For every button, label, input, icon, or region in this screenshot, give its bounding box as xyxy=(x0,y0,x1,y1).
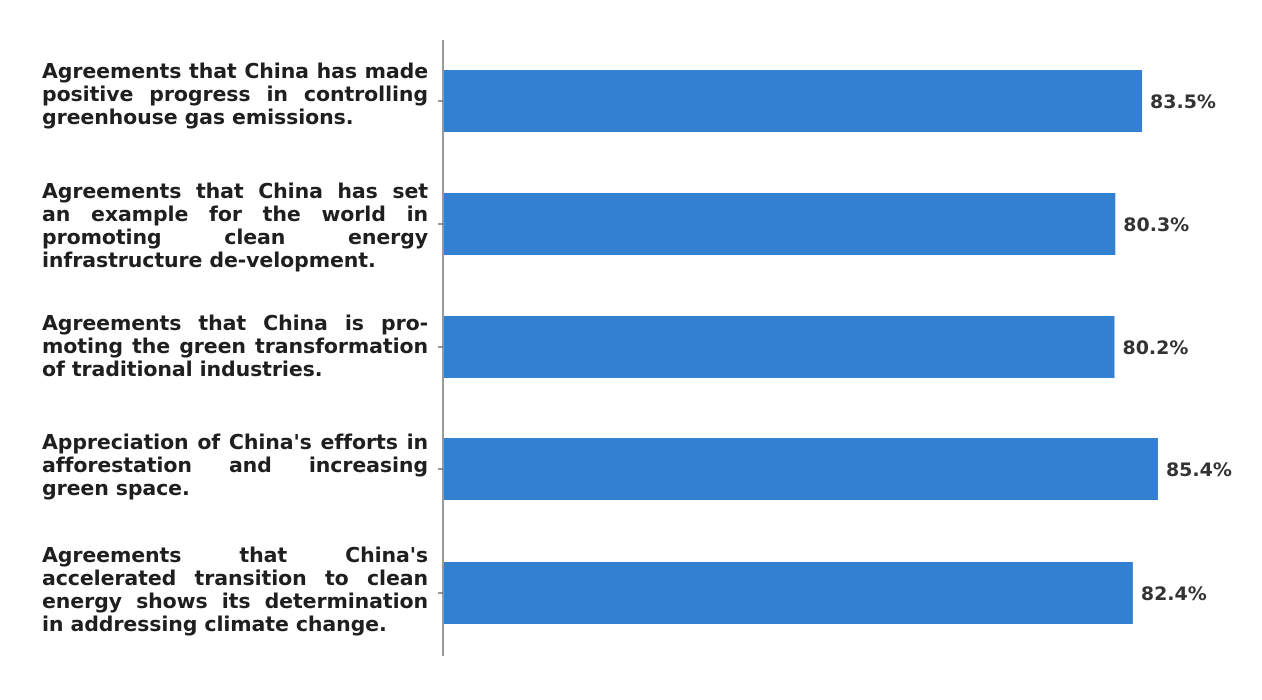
category-label-4: Appreciation of China's efforts in affor… xyxy=(42,430,428,500)
value-label-1: 83.5% xyxy=(1150,91,1216,113)
category-label-2: Agreements that China has set an example… xyxy=(42,179,428,272)
category-label-5: Agreements that China's accelerated tran… xyxy=(42,543,428,636)
bar-4 xyxy=(444,438,1158,500)
bar-5 xyxy=(444,562,1133,624)
value-label-5: 82.4% xyxy=(1141,583,1207,605)
value-label-2: 80.3% xyxy=(1123,214,1189,236)
category-label-3: Agreements that China is pro-moting the … xyxy=(42,311,428,381)
bar-3 xyxy=(444,316,1115,378)
value-label-3: 80.2% xyxy=(1122,337,1188,359)
bar-2 xyxy=(444,193,1116,255)
bars-group: 83.5% 80.3% 80.2% 85.4% 82.4% xyxy=(438,70,1232,624)
category-label-1: Agreements that China has made positive … xyxy=(42,59,428,129)
bar-1 xyxy=(444,70,1143,132)
value-label-4: 85.4% xyxy=(1166,459,1232,481)
